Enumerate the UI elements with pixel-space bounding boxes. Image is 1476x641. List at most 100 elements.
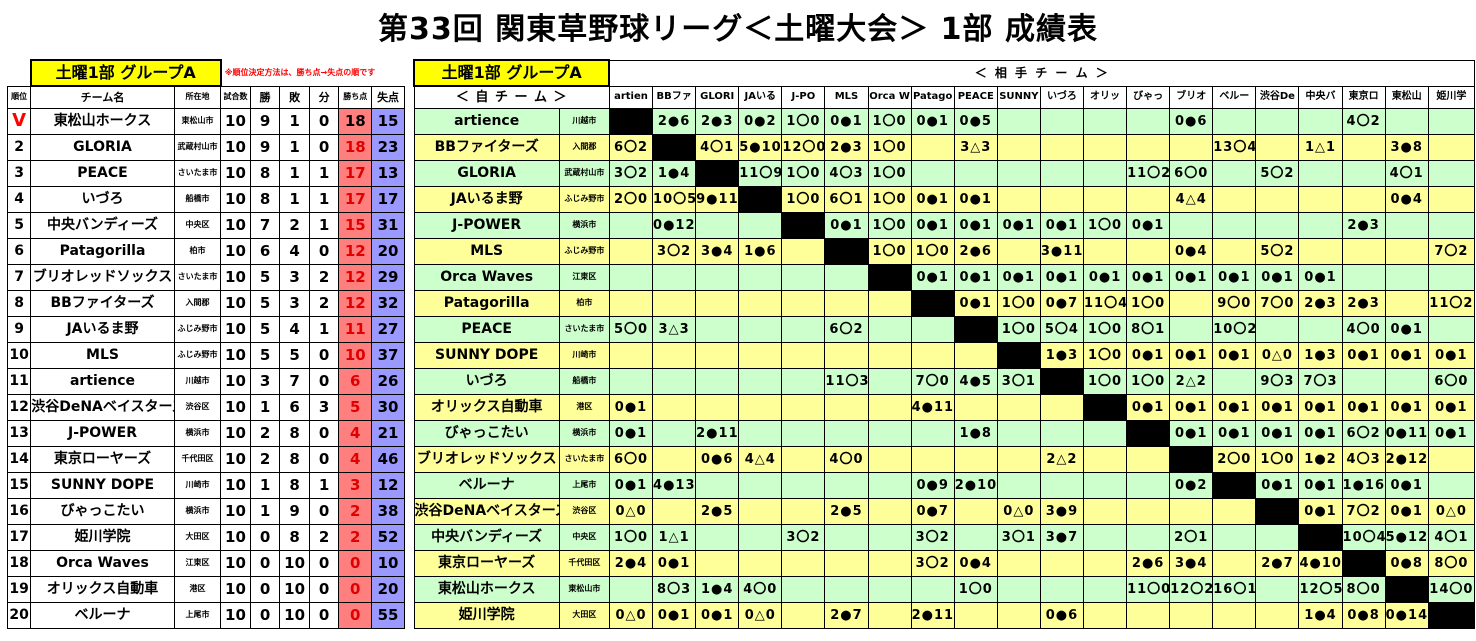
result-cell bbox=[824, 575, 869, 603]
standings-g-cell: 10 bbox=[220, 419, 251, 447]
standings-w-cell: 0 bbox=[249, 575, 281, 603]
result-cell: 6〇0 bbox=[1169, 159, 1214, 187]
standings-d-cell: 0 bbox=[308, 497, 340, 525]
standings-header-cell: 試合数 bbox=[220, 85, 251, 109]
result-cell: 2●3 bbox=[695, 107, 740, 135]
standings-g-cell: 10 bbox=[220, 341, 251, 369]
result-cell bbox=[910, 419, 955, 447]
result-cell: 2●12 bbox=[1384, 445, 1429, 473]
result-cell: 0●1 bbox=[1126, 393, 1171, 421]
standings-w-cell: 8 bbox=[249, 185, 281, 213]
matrix-row: BBファイターズ 入間郡 6〇2 4〇1 5●10 12〇0 2●3 1〇0 3△3 13〇4 1△… bbox=[413, 133, 1476, 161]
result-cell: 4●13 bbox=[652, 471, 697, 499]
result-cell: 0●1 bbox=[608, 393, 654, 421]
result-cell bbox=[608, 263, 654, 291]
standings-loc-cell: 川越市 bbox=[173, 367, 222, 395]
result-cell: 0●1 bbox=[953, 289, 998, 317]
standings-pts-cell: 15 bbox=[338, 211, 373, 239]
result-cell bbox=[781, 367, 826, 395]
result-cell bbox=[781, 393, 826, 421]
self-match-cell bbox=[1384, 575, 1429, 603]
standings-name-cell: artience bbox=[30, 367, 175, 395]
self-match-cell bbox=[1427, 601, 1476, 629]
standings-g-cell: 10 bbox=[220, 211, 251, 239]
standings-rank-cell: 4 bbox=[6, 185, 32, 213]
result-cell bbox=[608, 211, 654, 239]
result-cell: 8〇0 bbox=[1341, 575, 1386, 603]
standings-d-cell: 1 bbox=[308, 211, 340, 239]
result-cell bbox=[953, 445, 998, 473]
result-cell: 1●8 bbox=[953, 419, 998, 447]
matrix-team-name: PEACE bbox=[413, 315, 560, 343]
self-match-cell bbox=[781, 211, 826, 239]
result-cell: 8〇1 bbox=[1126, 315, 1171, 343]
result-cell: 9〇0 bbox=[1212, 289, 1257, 317]
result-cell: 0●9 bbox=[910, 471, 955, 499]
result-cell bbox=[1255, 523, 1300, 551]
matrix-row: MLS ふじみ野市 3〇2 3●4 1●6 1〇0 1〇0 2●6 3●11 0●4 5〇2 7〇2 bbox=[413, 237, 1476, 265]
result-cell: 0●1 bbox=[910, 211, 955, 239]
result-cell bbox=[1212, 523, 1257, 551]
result-cell bbox=[996, 419, 1041, 447]
result-cell: 2●7 bbox=[1255, 549, 1300, 577]
result-cell bbox=[1384, 263, 1429, 291]
result-cell bbox=[867, 575, 912, 603]
result-cell bbox=[1039, 185, 1084, 213]
result-cell: 1〇0 bbox=[867, 133, 912, 161]
self-match-cell bbox=[1126, 419, 1171, 447]
result-cell: 1●4 bbox=[652, 159, 697, 187]
result-cell bbox=[1126, 497, 1171, 525]
result-cell: 0●1 bbox=[695, 601, 740, 629]
result-cell: 0●4 bbox=[1169, 237, 1214, 265]
standings-w-cell: 5 bbox=[249, 289, 281, 317]
result-cell: 7〇0 bbox=[1255, 289, 1300, 317]
result-cell bbox=[1427, 445, 1476, 473]
standings-name-cell: Patagorilla bbox=[30, 237, 175, 265]
result-cell bbox=[1212, 601, 1257, 629]
self-match-cell bbox=[1082, 393, 1128, 421]
standings-name-cell: オリックス自動車 bbox=[30, 575, 175, 603]
result-cell: 0△0 bbox=[1427, 497, 1476, 525]
standings-row: 2 GLORIA 武蔵村山市 10 9 1 0 18 23 bbox=[6, 133, 405, 161]
result-cell bbox=[867, 419, 912, 447]
result-cell bbox=[996, 133, 1041, 161]
result-cell: 2●11 bbox=[695, 419, 740, 447]
result-cell bbox=[824, 471, 869, 499]
standings-g-cell: 10 bbox=[220, 263, 251, 291]
result-cell bbox=[1126, 133, 1171, 161]
result-cell bbox=[738, 211, 783, 239]
standings-rank-cell: 10 bbox=[6, 341, 32, 369]
result-cell bbox=[652, 263, 697, 291]
result-cell bbox=[781, 445, 826, 473]
result-cell: 5●10 bbox=[738, 133, 783, 161]
result-cell: 11〇3 bbox=[824, 367, 869, 395]
result-cell: 2●10 bbox=[953, 471, 998, 499]
result-cell bbox=[608, 575, 654, 603]
standings-g-cell: 10 bbox=[220, 523, 251, 551]
result-cell bbox=[953, 393, 998, 421]
result-cell bbox=[824, 263, 869, 291]
result-cell: 10〇2 bbox=[1212, 315, 1257, 343]
standings-rank-cell: 19 bbox=[6, 575, 32, 603]
matrix-team-location: 東松山市 bbox=[558, 575, 610, 603]
matrix-team-name: ベルーナ bbox=[413, 471, 560, 499]
standings-l-cell: 3 bbox=[279, 263, 310, 291]
standings-g-cell: 10 bbox=[220, 185, 251, 213]
standings-w-cell: 8 bbox=[249, 159, 281, 187]
standings-l-cell: 7 bbox=[279, 367, 310, 395]
result-cell bbox=[1126, 107, 1171, 135]
result-cell: 0●7 bbox=[910, 497, 955, 525]
result-cell: 3〇2 bbox=[608, 159, 654, 187]
standings-rank-cell: 18 bbox=[6, 549, 32, 577]
matrix-row: Patagorilla 柏市 0●1 1〇0 0●7 11〇4 1〇0 9〇0 7〇0 2●3 2●… bbox=[413, 289, 1476, 317]
standings-name-cell: 東松山ホークス bbox=[30, 107, 175, 135]
result-cell bbox=[1384, 289, 1429, 317]
result-cell: 4●11 bbox=[910, 393, 955, 421]
result-cell bbox=[1298, 107, 1343, 135]
self-match-cell bbox=[652, 133, 697, 161]
result-cell: 0●2 bbox=[1169, 471, 1214, 499]
standings-pts-cell: 2 bbox=[338, 497, 373, 525]
result-cell bbox=[695, 393, 740, 421]
standings-d-cell: 2 bbox=[308, 523, 340, 551]
result-cell: 0●1 bbox=[1384, 497, 1429, 525]
